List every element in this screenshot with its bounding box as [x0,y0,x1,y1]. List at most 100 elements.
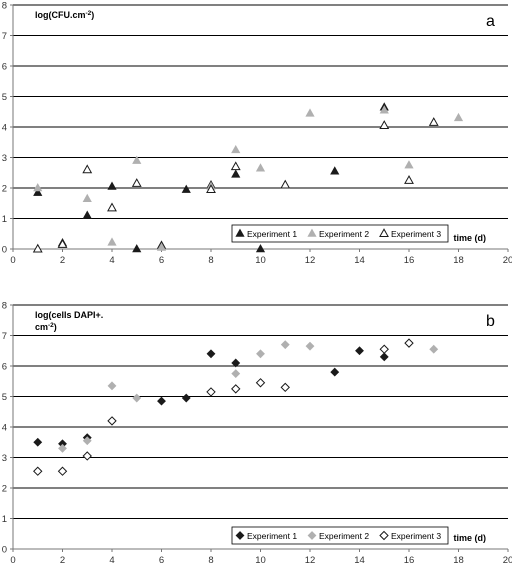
y-tick-label: 3 [2,453,7,464]
x-tick-label: 14 [354,255,365,266]
data-point [33,183,43,192]
data-point [255,244,266,253]
data-point [33,466,43,476]
y-tick-label: 2 [2,484,7,495]
y-tick-label: 7 [2,31,7,42]
x-tick-label: 16 [404,255,415,266]
data-point [429,344,439,354]
legend-label: Experiment 3 [391,229,441,239]
legend-label: Experiment 1 [247,531,297,541]
data-point [230,161,241,171]
panel-letter: b [486,313,495,330]
x-tick-label: 6 [159,255,164,266]
legend-marker [235,531,245,540]
data-point [82,164,93,174]
x-tick-label: 18 [453,255,464,266]
y-tick-label: 4 [2,423,7,434]
x-tick-label: 14 [354,555,365,566]
data-point [33,437,43,447]
data-point [58,443,67,453]
data-point [355,346,364,356]
y-tick-label: 0 [2,545,7,556]
data-point [107,237,117,246]
data-point [107,416,117,426]
data-point [404,160,414,169]
legend: Experiment 1 Experiment 2 Experiment 3 [231,526,449,545]
legend-label: Experiment 3 [391,531,441,541]
y-tick-label: 7 [2,331,7,342]
x-tick-label: 2 [60,555,65,566]
data-point [255,378,266,388]
data-point [33,187,43,196]
x-tick-label: 10 [255,555,266,566]
y-tick-label: 4 [2,123,7,134]
data-point [231,144,241,154]
data-point [132,244,142,253]
data-point [32,243,43,253]
x-tick-label: 0 [10,555,15,566]
data-point [255,163,266,172]
data-point [404,338,414,348]
y-tick-label: 8 [2,301,7,312]
data-point [280,340,290,350]
x-axis-label: time (d) [454,233,487,243]
x-tick-label: 12 [305,555,316,566]
y-tick-label: 0 [2,245,7,256]
x-tick-label: 4 [109,255,114,266]
x-tick-label: 12 [305,255,316,266]
data-point [157,396,166,406]
data-point [206,349,216,359]
data-point [82,436,92,446]
data-point [206,387,216,397]
data-point [231,169,241,178]
data-point [57,466,68,476]
data-point [131,178,142,187]
data-point [156,242,167,251]
x-tick-label: 4 [109,555,114,566]
data-point [82,451,92,461]
data-point [379,352,389,362]
data-point [132,155,142,164]
data-point [305,341,315,351]
legend-label: Experiment 1 [247,229,297,239]
y-tick-label: 1 [2,514,7,525]
data-point [231,369,241,379]
data-point [181,184,191,193]
data-point [379,344,389,354]
data-point [107,381,117,391]
data-point [404,175,414,184]
legend-label: Experiment 2 [319,531,369,541]
x-tick-label: 2 [60,255,65,266]
x-axis-label: time (d) [454,533,487,543]
x-tick-label: 8 [208,255,213,266]
data-point [330,367,340,377]
data-point [379,120,390,129]
x-tick-label: 16 [404,555,415,566]
data-point [231,384,241,394]
data-point [132,393,142,403]
data-point [181,393,191,403]
data-point [256,349,265,359]
x-tick-label: 8 [208,555,213,566]
data-point [57,239,68,248]
y-tick-label: 3 [2,153,7,164]
data-point [107,181,117,190]
legend-box [231,526,449,545]
series-experiment-3 [33,338,414,476]
data-point [231,358,241,368]
x-tick-label: 10 [255,255,266,266]
series-experiment-2 [58,340,439,453]
legend: Experiment 1 Experiment 2 Experiment 3 [231,224,449,243]
legend-marker [307,531,317,540]
x-tick-label: 18 [453,555,464,566]
data-point [330,166,340,175]
legend-marker [379,530,389,541]
y-axis-label-line2: cm-2) [35,322,57,333]
data-point [305,108,315,117]
data-point [428,117,439,126]
x-tick-label: 20 [503,555,512,566]
y-tick-label: 2 [2,184,7,195]
